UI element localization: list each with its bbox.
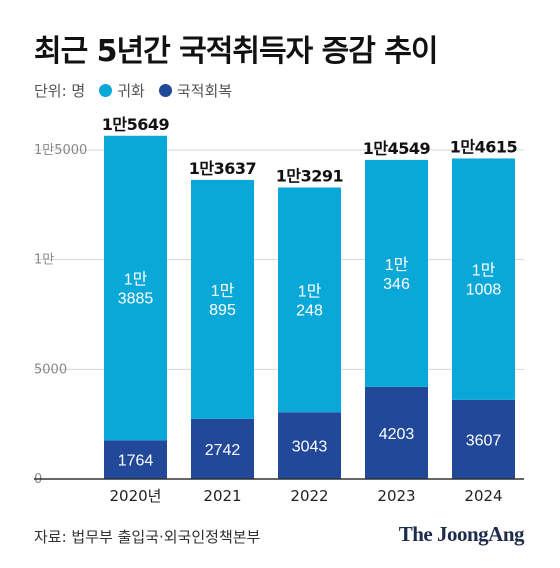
legend-item-naturalization: 귀화 [99, 80, 145, 101]
bar-value-label-naturalization-0-0: 1만 [124, 271, 148, 289]
bar-value-label-naturalization-0-1: 3885 [118, 291, 154, 308]
unit-label: 단위: 명 [34, 82, 86, 100]
bar-value-label-naturalization-2-1: 248 [296, 302, 323, 319]
bar-segment-naturalization-1 [191, 179, 254, 419]
bar-total-label-3: 1만4549 [363, 139, 431, 158]
bar-value-label-restoration-0-0: 1764 [118, 453, 154, 470]
x-tick-label-4: 2024 [464, 487, 502, 505]
bar-value-label-restoration-1-0: 2742 [205, 442, 241, 459]
bar-segment-naturalization-3 [365, 159, 428, 387]
x-tick-label-1: 2021 [203, 487, 241, 505]
x-tick-label-3: 2023 [377, 487, 415, 505]
publisher-logo: The JoongAng [398, 522, 525, 546]
bar-segment-naturalization-4 [452, 158, 515, 400]
legend-swatch-restoration [158, 84, 172, 97]
bar-value-label-naturalization-4-1: 1008 [466, 282, 502, 299]
bar-value-label-naturalization-1-0: 1만 [211, 282, 235, 300]
bar-segment-naturalization-0 [104, 135, 167, 441]
legend-swatch-naturalization [99, 84, 113, 97]
bar-segment-restoration-1 [191, 418, 254, 479]
bar-value-label-naturalization-4-0: 1만 [472, 262, 496, 280]
y-tick-label-1: 5000 [34, 362, 67, 377]
legend-item-restoration: 국적회복 [158, 80, 233, 101]
y-tick-label-2: 1만 [34, 253, 54, 268]
x-tick-label-0: 2020년 [110, 487, 162, 505]
bar-segment-naturalization-2 [278, 187, 341, 413]
chart-title: 최근 5년간 국적취득자 증감 추이 [34, 34, 438, 69]
bar-total-label-2: 1만3291 [276, 166, 344, 185]
bar-segment-restoration-2 [278, 412, 341, 479]
bar-value-label-naturalization-2-0: 1만 [298, 282, 322, 300]
bar-value-label-restoration-4-0: 3607 [466, 432, 502, 449]
bar-value-label-restoration-2-0: 3043 [292, 439, 328, 456]
bar-segment-restoration-3 [365, 386, 428, 479]
y-tick-label-3: 1만5000 [34, 143, 87, 158]
bar-value-label-naturalization-3-1: 346 [383, 276, 410, 293]
legend-label-naturalization: 귀화 [117, 82, 145, 100]
bar-segment-restoration-4 [452, 399, 515, 479]
bar-total-label-1: 1만3637 [189, 159, 256, 178]
legend: 단위: 명 귀화 국적회복 [34, 80, 232, 101]
bar-value-label-naturalization-1-1: 895 [209, 302, 236, 319]
bar-value-label-restoration-3-0: 4203 [379, 426, 415, 443]
bar-total-label-4: 1만4615 [450, 137, 518, 156]
legend-label-restoration: 국적회복 [176, 82, 233, 100]
bar-value-label-naturalization-3-0: 1만 [385, 256, 409, 274]
bar-segment-restoration-0 [104, 440, 167, 479]
bar-total-label-0: 1만5649 [102, 115, 170, 134]
x-tick-label-2: 2022 [290, 487, 328, 505]
source-note: 자료: 법무부 출입국·외국인정책본부 [34, 528, 261, 546]
